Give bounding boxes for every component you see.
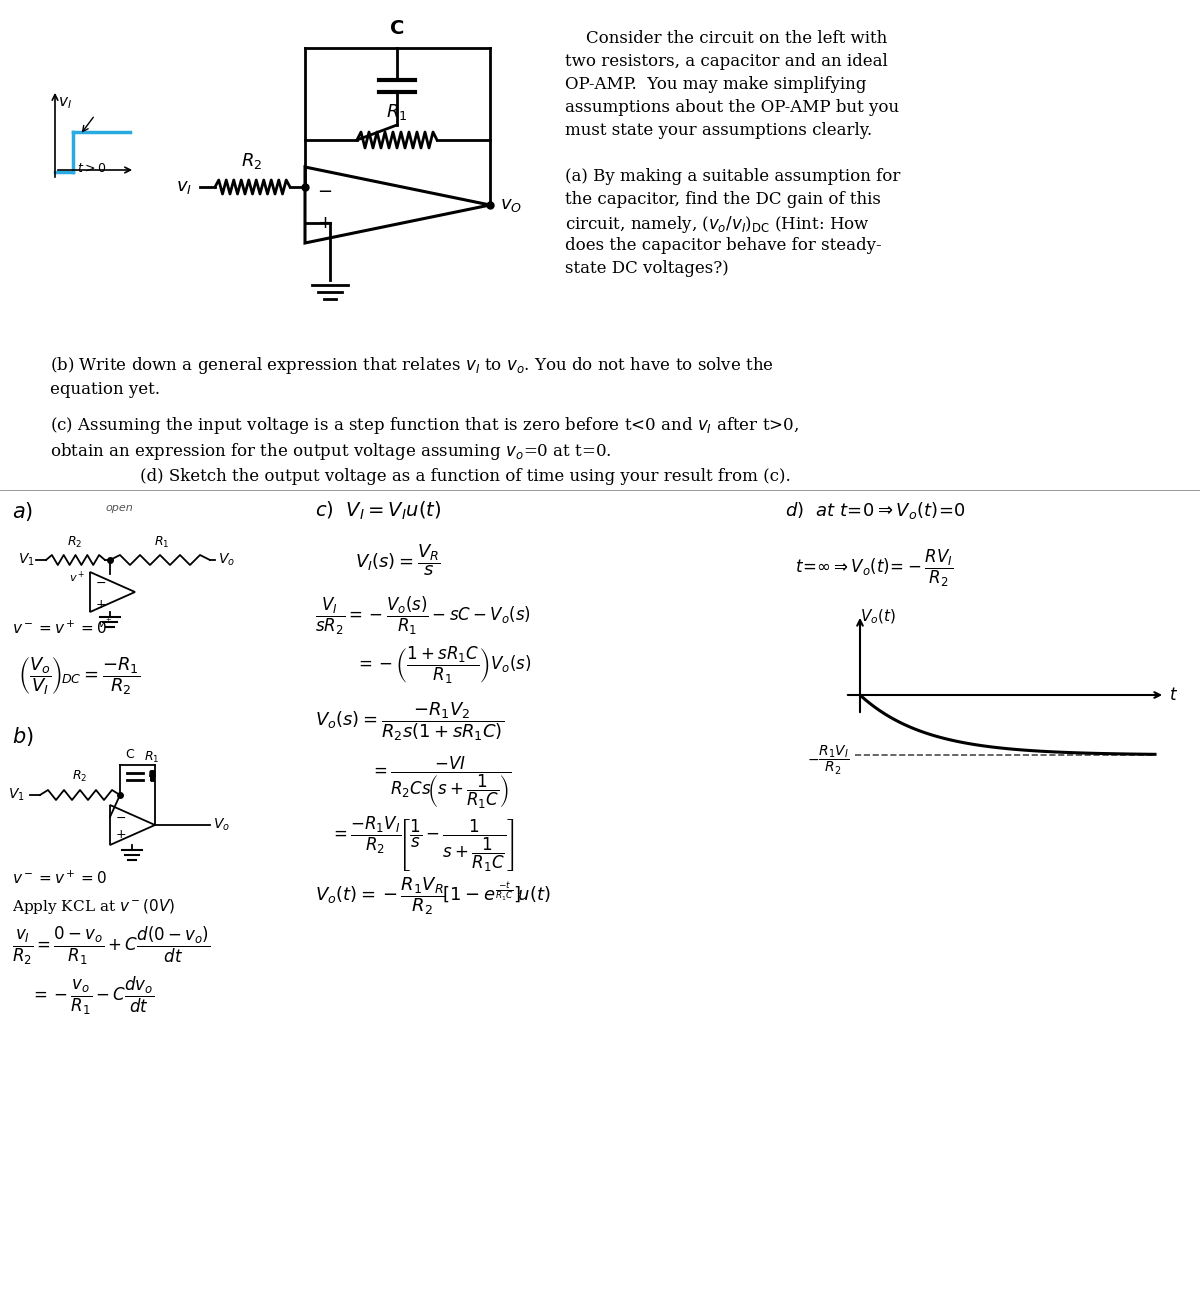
Text: two resistors, a capacitor and an ideal: two resistors, a capacitor and an ideal [565, 53, 888, 70]
Text: $-$: $-$ [115, 811, 126, 824]
Text: (a) By making a suitable assumption for: (a) By making a suitable assumption for [565, 168, 900, 185]
Text: $a)$: $a)$ [12, 500, 34, 523]
Text: $R_2$: $R_2$ [67, 535, 83, 550]
Text: state DC voltages?): state DC voltages?) [565, 260, 728, 277]
Text: equation yet.: equation yet. [50, 381, 160, 398]
Text: $v_I$: $v_I$ [176, 177, 192, 196]
Text: $v^- = v^+ = 0$: $v^- = v^+ = 0$ [12, 870, 107, 887]
Text: $\dfrac{V_I}{sR_2} = -\dfrac{V_o(s)}{R_1} - sC - V_o(s)$: $\dfrac{V_I}{sR_2} = -\dfrac{V_o(s)}{R_1… [314, 594, 532, 637]
Text: $R_1$: $R_1$ [386, 102, 408, 122]
Text: $v^+$: $v^+$ [68, 570, 85, 584]
Text: $V_o(s) = \dfrac{-R_1 V_2}{R_2 s(1 + sR_1C)}$: $V_o(s) = \dfrac{-R_1 V_2}{R_2 s(1 + sR_… [314, 701, 504, 742]
Text: OP-AMP.  You may make simplifying: OP-AMP. You may make simplifying [565, 76, 866, 93]
Text: C: C [126, 749, 134, 761]
Text: assumptions about the OP-AMP but you: assumptions about the OP-AMP but you [565, 98, 899, 117]
Text: $t$: $t$ [1169, 686, 1178, 704]
Text: C: C [390, 19, 404, 38]
Text: (c) Assuming the input voltage is a step function that is zero before t<0 and $v: (c) Assuming the input voltage is a step… [50, 414, 799, 436]
Text: $= \dfrac{-VI}{R_2 C s\!\left(s + \dfrac{1}{R_1C}\right)}$: $= \dfrac{-VI}{R_2 C s\!\left(s + \dfrac… [370, 755, 511, 812]
Text: $R_2$: $R_2$ [72, 769, 88, 783]
Text: $v_O$: $v_O$ [500, 196, 522, 214]
Text: $b)$: $b)$ [12, 725, 34, 749]
Text: $R_1$: $R_1$ [144, 750, 160, 765]
Text: $V_o$: $V_o$ [214, 817, 230, 833]
Text: $V_o(t) = -\dfrac{R_1 V_R}{R_2}\!\left[1 - e^{\frac{-t}{R_1C}}\right]\!u(t)$: $V_o(t) = -\dfrac{R_1 V_R}{R_2}\!\left[1… [314, 875, 551, 917]
Text: $+$: $+$ [95, 597, 107, 610]
Text: $d)\ \ at\ t\!=\!0 \Rightarrow V_o(t)\!=\!0$: $d)\ \ at\ t\!=\!0 \Rightarrow V_o(t)\!=… [785, 500, 966, 521]
Text: $R_2$: $R_2$ [241, 152, 263, 171]
Text: does the capacitor behave for steady-: does the capacitor behave for steady- [565, 237, 882, 254]
Text: $V_1$: $V_1$ [8, 787, 25, 803]
Text: $-\dfrac{R_1V_I}{R_2}$: $-\dfrac{R_1V_I}{R_2}$ [808, 743, 850, 777]
Text: $+$: $+$ [115, 829, 126, 842]
Text: $-$: $-$ [95, 575, 106, 588]
Text: open: open [106, 502, 133, 513]
Text: $v^- = v^+ = 0$: $v^- = v^+ = 0$ [12, 620, 107, 637]
Text: $-$: $-$ [317, 181, 332, 199]
Text: $V_o(t)$: $V_o(t)$ [860, 607, 896, 627]
Text: the capacitor, find the DC gain of this: the capacitor, find the DC gain of this [565, 190, 881, 208]
Text: $V_1$: $V_1$ [18, 552, 35, 569]
Text: $\dfrac{v_I}{R_2} = \dfrac{0 - v_o}{R_1} + C\dfrac{d(0 - v_o)}{dt}$: $\dfrac{v_I}{R_2} = \dfrac{0 - v_o}{R_1}… [12, 925, 210, 967]
Text: $c)\ \ V_I = V_I u(t)$: $c)\ \ V_I = V_I u(t)$ [314, 500, 442, 522]
Text: $= -\left(\dfrac{1 + sR_1C}{R_1}\right)V_o(s)$: $= -\left(\dfrac{1 + sR_1C}{R_1}\right)V… [355, 645, 532, 686]
Text: $t > 0$: $t > 0$ [77, 162, 107, 175]
Text: $V_o$: $V_o$ [218, 552, 235, 569]
Text: Apply KCL at $v^-(0V)$: Apply KCL at $v^-(0V)$ [12, 897, 175, 916]
Text: (b) Write down a general expression that relates $v_I$ to $v_o$. You do not have: (b) Write down a general expression that… [50, 355, 774, 376]
Text: $V_I(s) = \dfrac{V_R}{s}$: $V_I(s) = \dfrac{V_R}{s}$ [355, 543, 440, 578]
Text: $t\!=\!\infty \Rightarrow V_o(t)\!=\! -\dfrac{RV_I}{R_2}$: $t\!=\!\infty \Rightarrow V_o(t)\!=\! -\… [796, 548, 954, 589]
Text: (d) Sketch the output voltage as a function of time using your result from (c).: (d) Sketch the output voltage as a funct… [140, 467, 791, 486]
Text: $+$: $+$ [317, 214, 332, 232]
Text: circuit, namely, ($v_o/v_I$)$_{\rm DC}$ (Hint: How: circuit, namely, ($v_o/v_I$)$_{\rm DC}$ … [565, 214, 870, 234]
Text: $v_I$: $v_I$ [58, 95, 72, 110]
Text: $R_1$: $R_1$ [155, 535, 169, 550]
Text: Consider the circuit on the left with: Consider the circuit on the left with [565, 30, 887, 47]
Text: $\left(\dfrac{V_o}{V_I}\right)_{\!DC} = \dfrac{-R_1}{R_2}$: $\left(\dfrac{V_o}{V_I}\right)_{\!DC} = … [18, 655, 140, 697]
Text: must state your assumptions clearly.: must state your assumptions clearly. [565, 122, 872, 139]
Text: obtain an expression for the output voltage assuming $v_o$=0 at t=0.: obtain an expression for the output volt… [50, 442, 612, 462]
Text: $= -\dfrac{v_o}{R_1} - C\dfrac{dv_o}{dt}$: $= -\dfrac{v_o}{R_1} - C\dfrac{dv_o}{dt}… [30, 975, 155, 1017]
Text: $= \dfrac{-R_1 V_I}{R_2}\!\left[\dfrac{1}{s} - \dfrac{1}{s + \dfrac{1}{R_1C}}\ri: $= \dfrac{-R_1 V_I}{R_2}\!\left[\dfrac{1… [330, 815, 515, 874]
Text: $v^+$: $v^+$ [98, 616, 113, 631]
